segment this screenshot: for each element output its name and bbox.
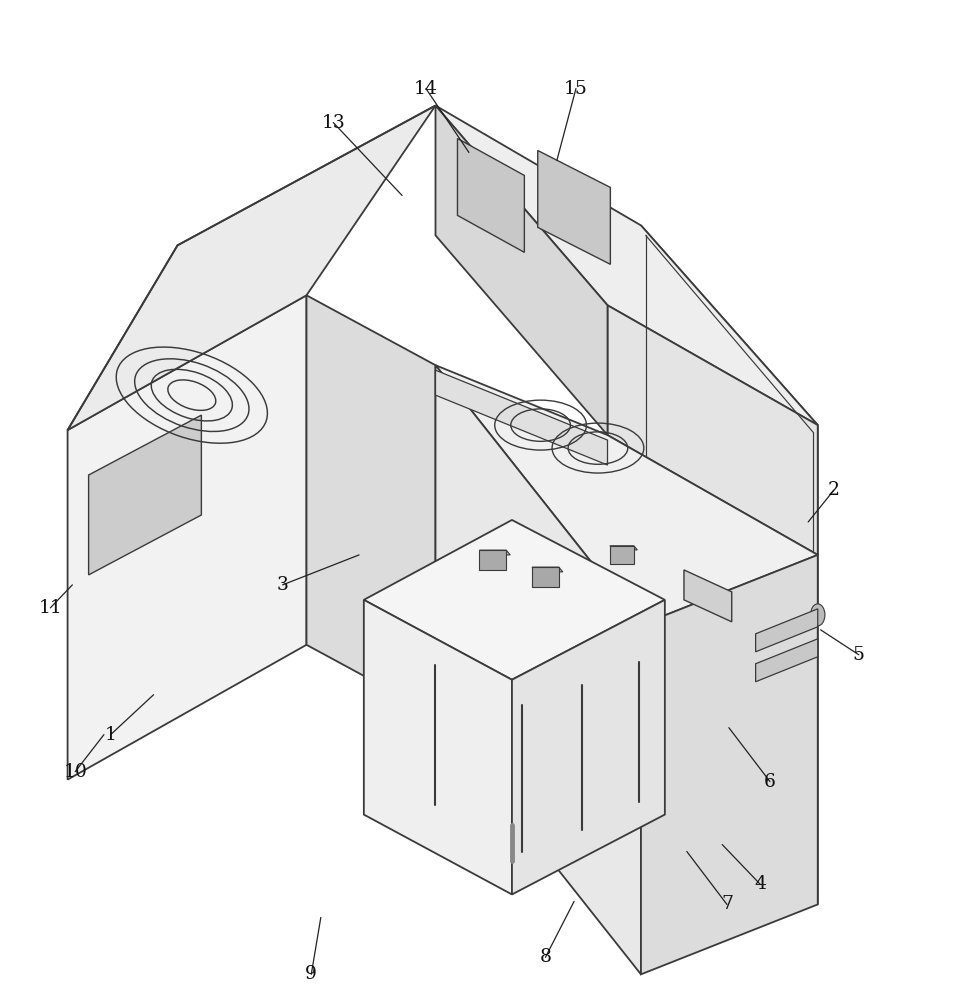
Polygon shape [684,570,732,622]
Text: 8: 8 [540,948,551,966]
Polygon shape [610,546,634,564]
Polygon shape [532,567,563,572]
Text: 4: 4 [754,875,767,893]
Text: 14: 14 [414,80,438,98]
Polygon shape [435,106,608,435]
Polygon shape [608,305,817,555]
Text: 15: 15 [564,80,588,98]
Text: 2: 2 [828,481,840,499]
Polygon shape [435,365,641,974]
Polygon shape [68,295,306,780]
Text: 10: 10 [63,763,87,781]
Polygon shape [538,150,611,264]
Text: 6: 6 [764,773,776,791]
Ellipse shape [811,604,825,626]
Polygon shape [532,567,559,587]
Text: 7: 7 [721,895,733,913]
Polygon shape [641,555,817,974]
Polygon shape [610,546,637,550]
Polygon shape [479,550,506,570]
Polygon shape [756,609,817,652]
Polygon shape [435,365,817,625]
Text: 13: 13 [322,114,345,132]
Polygon shape [756,639,817,682]
Text: 9: 9 [305,965,317,983]
Polygon shape [68,106,435,430]
Text: 1: 1 [104,726,117,744]
Text: 5: 5 [853,646,865,664]
Text: 3: 3 [277,576,289,594]
Polygon shape [435,370,608,465]
Polygon shape [435,106,817,425]
Polygon shape [364,520,665,680]
Polygon shape [457,139,524,252]
Text: 11: 11 [38,599,62,617]
Polygon shape [306,295,435,715]
Polygon shape [479,550,510,555]
Polygon shape [364,600,512,894]
Polygon shape [89,415,201,575]
Polygon shape [512,600,665,894]
Polygon shape [641,225,817,904]
